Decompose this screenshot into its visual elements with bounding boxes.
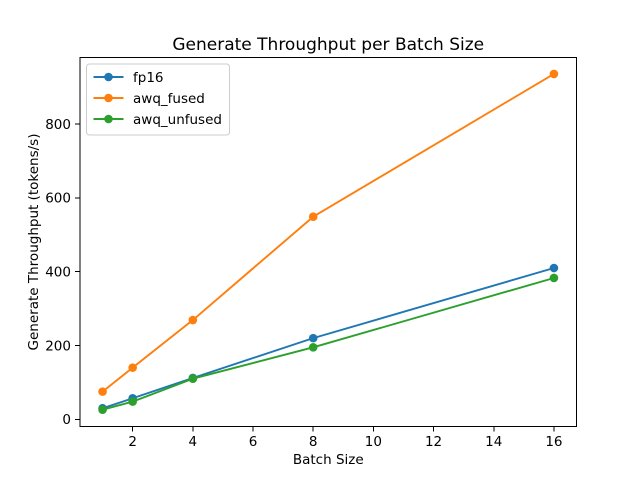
y-tick-label-600: 600 [45,191,71,207]
data-point-awq_unfused-2 [128,397,137,406]
y-tick-label-200: 200 [45,338,71,354]
x-tick-label-14: 14 [485,434,502,450]
x-axis: 2 4 6 8 10 12 14 16 [128,426,563,450]
y-tick-label-0: 0 [62,412,71,428]
x-tick-label-10: 10 [365,434,382,450]
x-tick-label-6: 6 [249,434,258,450]
legend: fp16 awq_fused awq_unfused [86,63,230,136]
data-point-awq_fused-2 [128,363,137,372]
x-tick-label-16: 16 [545,434,562,450]
data-point-awq_fused-1 [98,387,107,396]
legend-item-awq_fused: awq_fused [93,91,205,107]
x-axis-label: Batch Size [293,452,364,468]
legend-marker-awq_fused [104,93,113,103]
legend-marker-awq_unfused [104,114,113,124]
data-point-awq_fused-16 [549,69,559,79]
x-tick-label-12: 12 [425,434,442,450]
legend-label-awq_unfused: awq_unfused [133,112,222,128]
data-point-awq_fused-8 [308,212,318,222]
plot-border [79,57,577,427]
x-tick-label-4: 4 [189,434,198,450]
y-axis-label: Generate Throughput (tokens/s) [26,134,42,351]
x-tick-label-8: 8 [309,434,318,450]
legend-box [86,63,230,136]
x-tick-label-2: 2 [128,434,137,450]
chart-title: Generate Throughput per Batch Size [172,35,484,55]
data-point-fp16-8 [308,333,318,343]
data-point-awq_unfused-1 [98,405,107,415]
y-tick-label-800: 800 [45,117,71,133]
data-point-awq_unfused-8 [308,343,318,352]
legend-item-fp16: fp16 [93,70,164,86]
data-point-awq_unfused-4 [188,374,198,384]
y-tick-label-400: 400 [45,265,71,281]
legend-label-awq_fused: awq_fused [133,91,205,107]
legend-item-awq_unfused: awq_unfused [93,112,222,128]
y-axis: 0 200 400 600 800 [45,117,80,428]
series-group [98,69,559,415]
data-point-awq_unfused-16 [549,273,559,283]
data-point-awq_fused-4 [188,315,198,325]
data-point-fp16-16 [549,263,559,273]
legend-marker-fp16 [104,72,113,82]
legend-label-fp16: fp16 [133,70,164,86]
